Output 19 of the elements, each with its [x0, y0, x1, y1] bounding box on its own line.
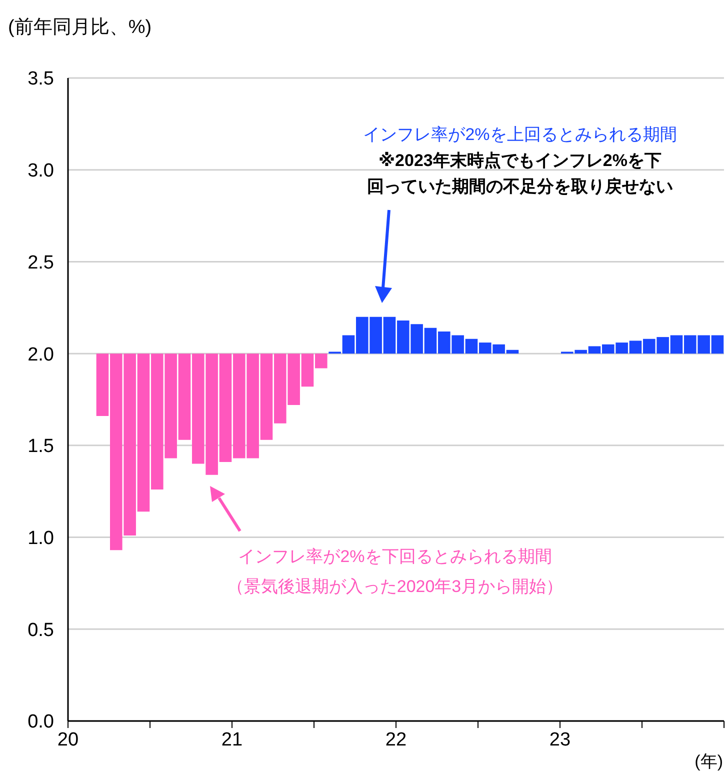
y-tick-label: 2.5: [28, 252, 54, 274]
y-tick-label: 0.0: [28, 712, 54, 733]
x-tick-label: 22: [385, 729, 407, 750]
annotation: インフレ率が2%を下回るとみられる期間: [237, 546, 553, 568]
x-tick-label: 21: [221, 729, 243, 750]
y-tick-label: 3.5: [28, 68, 54, 90]
y-tick-label: 2.0: [28, 344, 54, 366]
y-tick-label: 0.5: [28, 620, 54, 641]
annotation: ※2023年末時点でもインフレ2%を下: [378, 150, 662, 172]
y-axis-title: (前年同月比、%): [8, 16, 152, 40]
x-axis-title: (年): [694, 751, 723, 773]
y-tick-label: 1.0: [28, 528, 54, 550]
x-tick-label: 23: [549, 729, 571, 750]
y-tick-label: 1.5: [28, 436, 54, 458]
annotation: インフレ率が2%を上回るとみられる期間: [362, 124, 678, 146]
annotation: 回っていた期間の不足分を取り戻せない: [366, 176, 674, 198]
annotation: （景気後退期が入った2020年3月から開始）: [226, 576, 564, 598]
y-tick-label: 3.0: [28, 160, 54, 182]
x-tick-label: 20: [57, 729, 79, 750]
